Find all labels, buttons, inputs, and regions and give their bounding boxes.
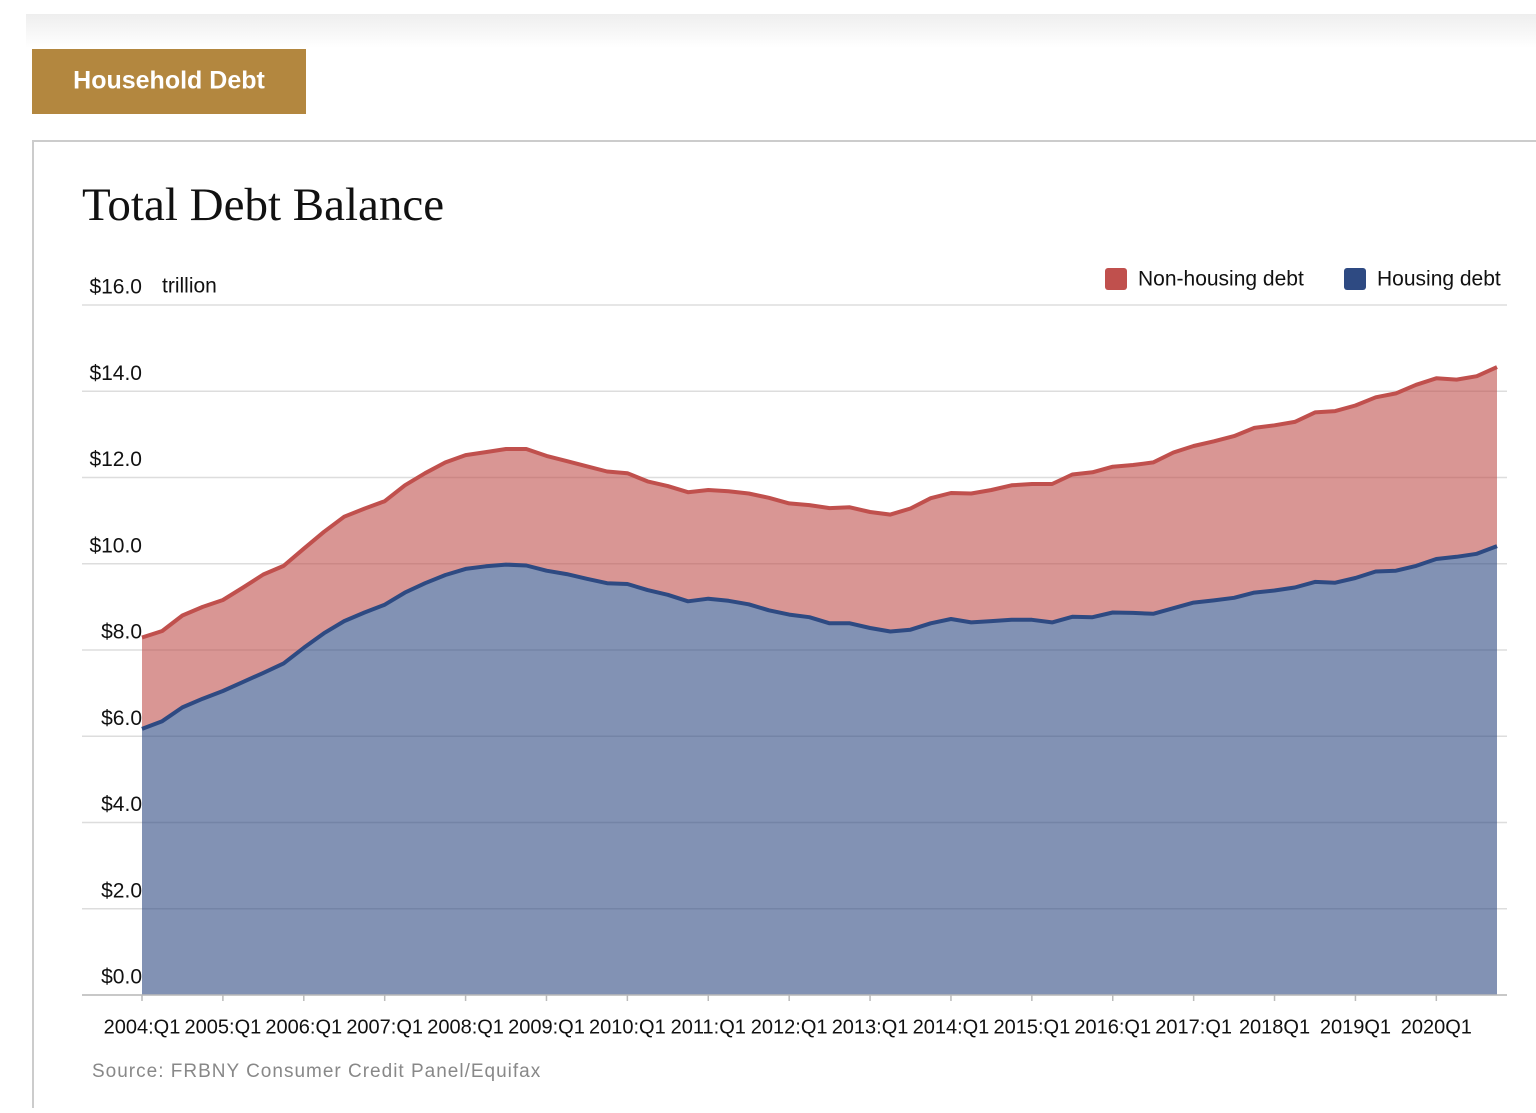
x-tick-label: 2012:Q1 <box>751 1016 828 1038</box>
x-tick-label: 2019Q1 <box>1320 1016 1391 1038</box>
line <box>141 365 1498 640</box>
x-tick-label: 2008:Q1 <box>427 1016 504 1038</box>
top-shadow <box>26 14 1536 48</box>
x-tick-label: 2010:Q1 <box>589 1016 666 1038</box>
tab[interactable] <box>32 49 306 114</box>
y-unit: trillion <box>162 275 217 298</box>
y-tick-label: $14.0 <box>89 362 142 385</box>
x-tick-label: 2014:Q1 <box>913 1016 990 1038</box>
y-tick-label: $12.0 <box>89 448 142 471</box>
x-tick-label: 2018Q1 <box>1239 1016 1310 1038</box>
y-tick-label: $4.0 <box>101 793 142 816</box>
legend-swatch <box>1105 268 1127 290</box>
x-tick-label: 2015:Q1 <box>993 1016 1070 1038</box>
area <box>142 546 1497 995</box>
legend-label: Housing debt <box>1377 268 1501 291</box>
x-tick-label: 2007:Q1 <box>346 1016 423 1038</box>
x-tick-label: 2013:Q1 <box>832 1016 909 1038</box>
legend-label: Non-housing debt <box>1138 268 1304 291</box>
line <box>141 544 1498 731</box>
x-tick-label: 2011:Q1 <box>671 1016 746 1038</box>
y-tick-label: $2.0 <box>101 879 142 902</box>
y-tick-label: $8.0 <box>101 621 142 644</box>
x-tick-label: 2020Q1 <box>1401 1016 1472 1038</box>
x-tick-label: 2017:Q1 <box>1155 1016 1232 1038</box>
tab-label[interactable]: Household Debt <box>73 67 265 95</box>
y-tick-label: $16.0 <box>89 276 142 299</box>
source: Source: FRBNY Consumer Credit Panel/Equi… <box>92 1061 541 1082</box>
x-tick-label: 2009:Q1 <box>508 1016 585 1038</box>
chart-title: Total Debt Balance <box>82 179 444 231</box>
x-tick-label: 2004:Q1 <box>104 1016 181 1038</box>
area <box>142 367 1497 729</box>
x-tick-label: 2016:Q1 <box>1074 1016 1151 1038</box>
panel-border <box>32 140 1536 1108</box>
y-tick-label: $0.0 <box>101 966 142 989</box>
y-tick-label: $10.0 <box>89 534 142 557</box>
legend-swatch <box>1344 268 1366 290</box>
x-tick-label: 2006:Q1 <box>265 1016 342 1038</box>
x-tick-label: 2005:Q1 <box>185 1016 262 1038</box>
y-tick-label: $6.0 <box>101 707 142 730</box>
